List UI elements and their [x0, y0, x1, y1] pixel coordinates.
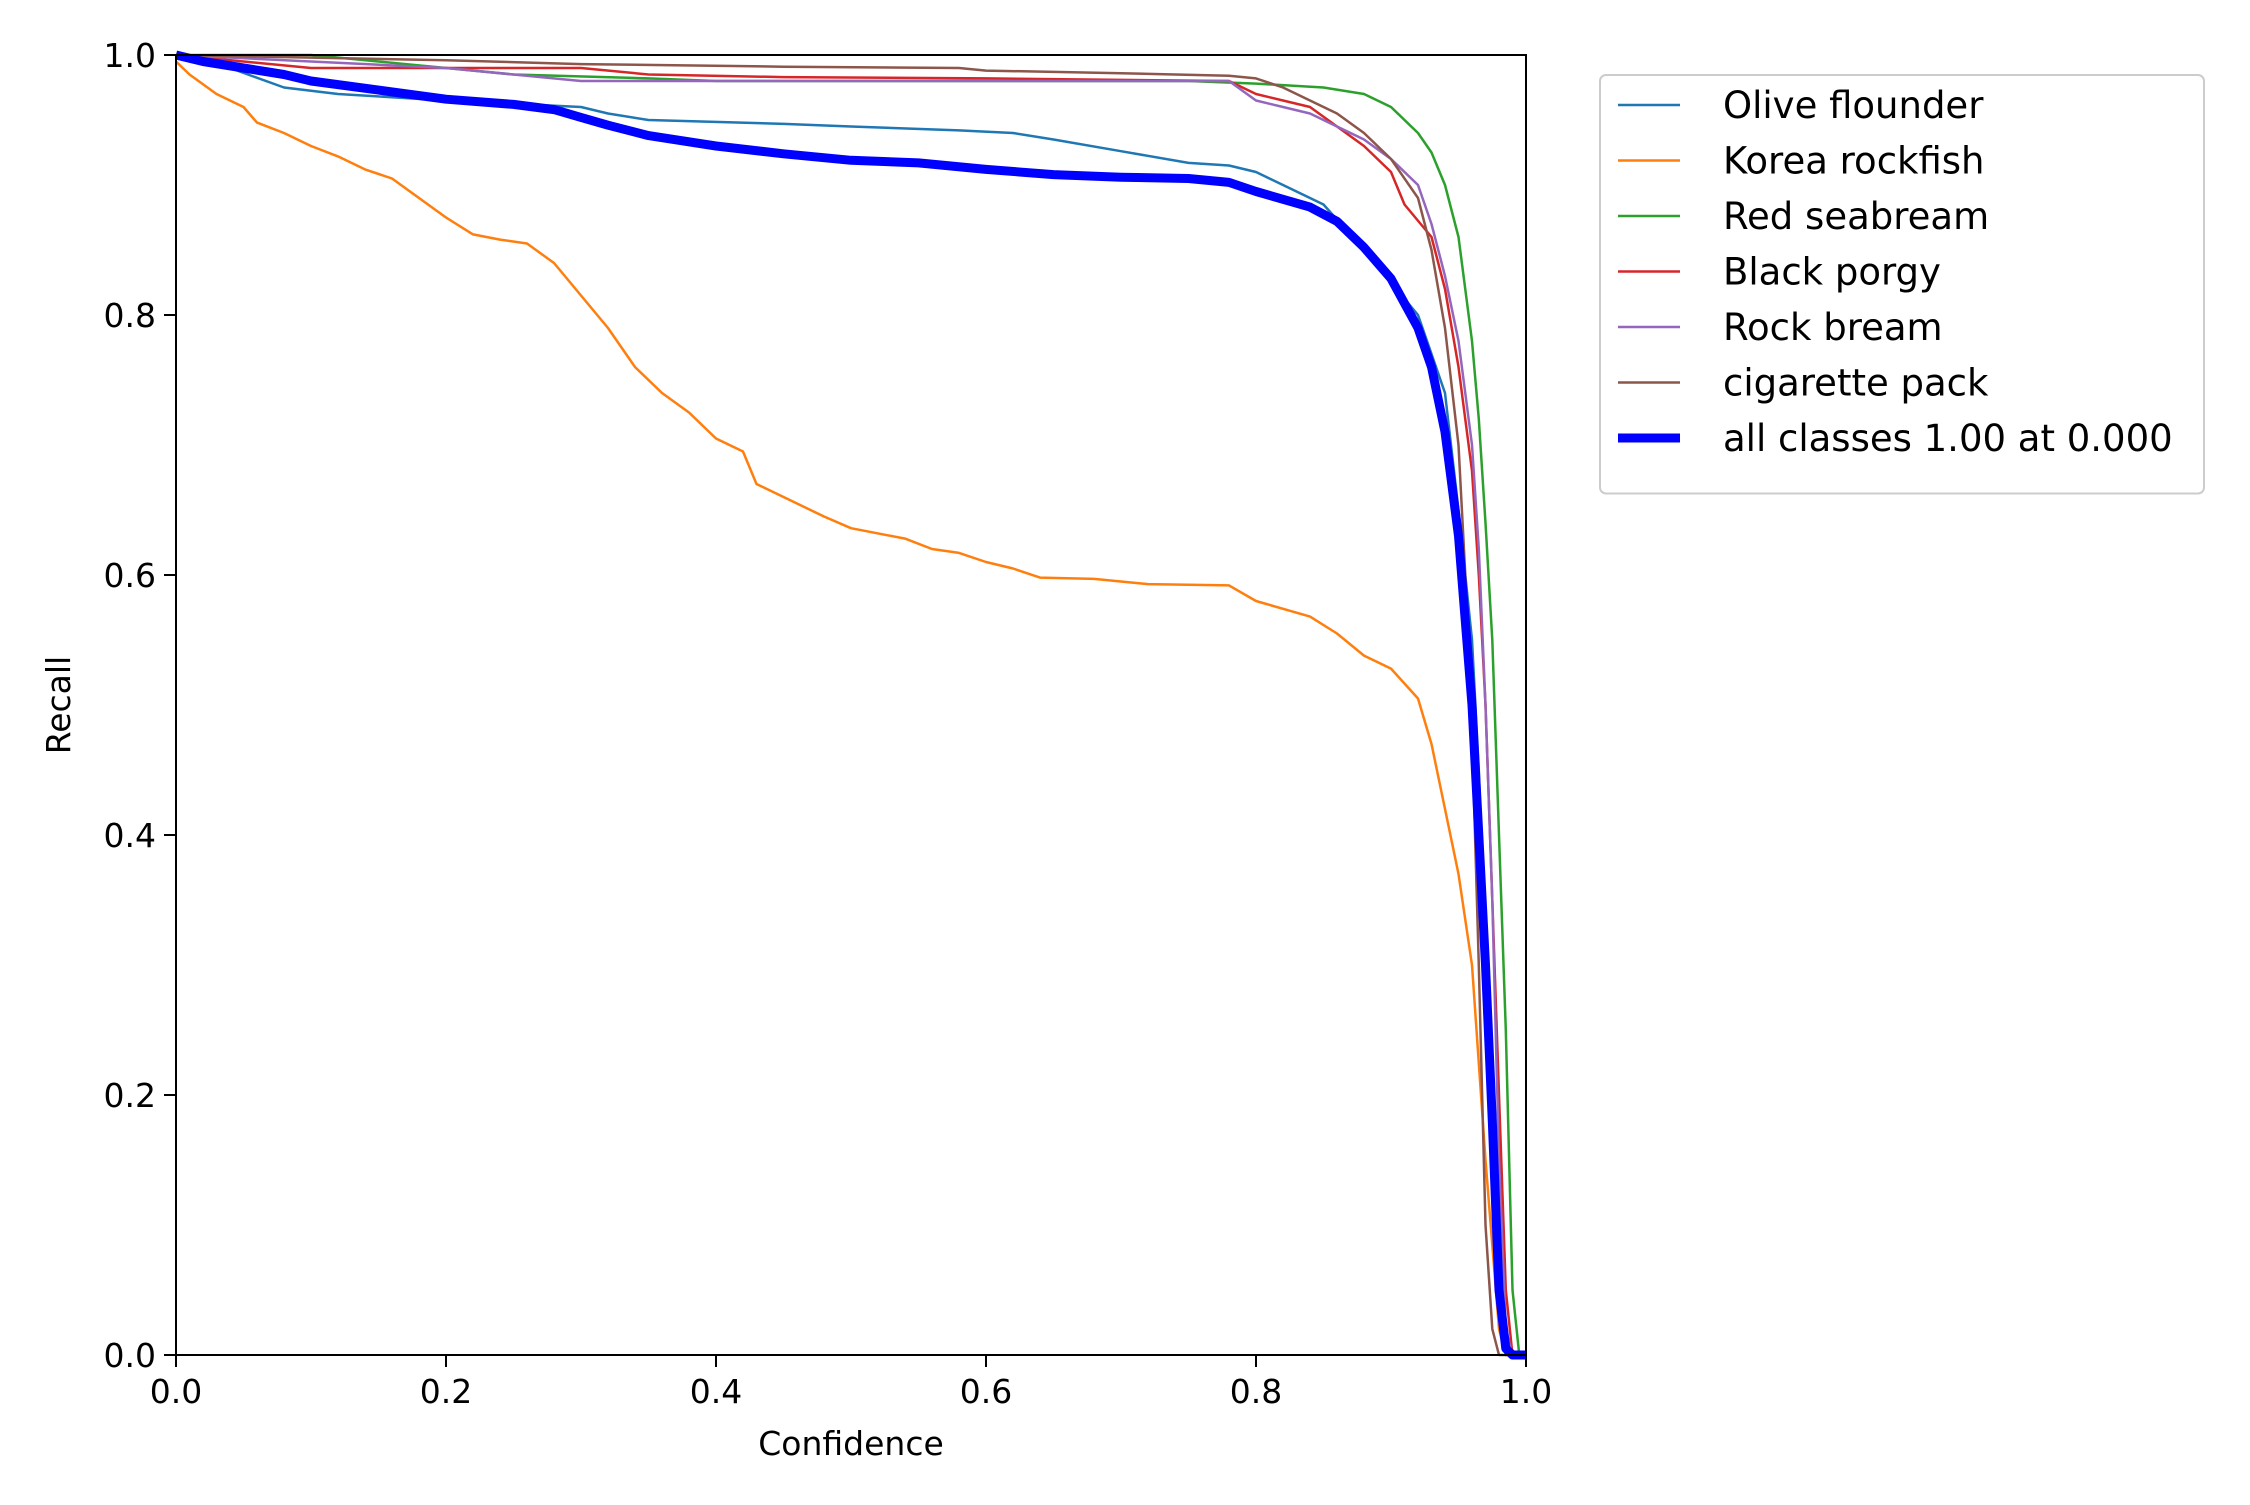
legend-label-2: Red seabream — [1723, 195, 1989, 238]
x-tick-label: 0.2 — [420, 1372, 472, 1411]
x-tick-label: 0.8 — [1230, 1372, 1282, 1411]
legend: Olive flounder Korea rockfish Red seabream… — [1599, 74, 2205, 495]
legend-label-6: all classes 1.00 at 0.000 — [1723, 417, 2173, 460]
series-line-6 — [174, 50, 1526, 1360]
series-layer — [174, 50, 1526, 1360]
y-tick-label: 1.0 — [104, 36, 156, 75]
legend-box — [1599, 74, 2205, 495]
y-axis-label: Recall — [39, 656, 78, 754]
legend-label-1: Korea rockfish — [1723, 140, 1985, 183]
x-tick-label: 0.6 — [960, 1372, 1012, 1411]
legend-label-5: cigarette pack — [1723, 362, 1989, 405]
series-line-5 — [175, 53, 1526, 1357]
y-tick-label: 0.0 — [104, 1336, 156, 1375]
series-line-2 — [176, 53, 1526, 1357]
series-line-1 — [175, 60, 1526, 1357]
x-tick-label: 1.0 — [1500, 1372, 1552, 1411]
x-axis-label: Confidence — [758, 1424, 944, 1463]
y-tick-label: 0.6 — [104, 556, 156, 595]
y-tick-label: 0.4 — [104, 816, 156, 855]
x-tick-label: 0.0 — [150, 1372, 202, 1411]
legend-label-3: Black porgy — [1723, 251, 1941, 294]
plot-frame — [175, 54, 1527, 1356]
x-tick-label: 0.4 — [690, 1372, 742, 1411]
series-line-4 — [175, 53, 1526, 1357]
legend-label-4: Rock bream — [1723, 306, 1943, 349]
legend-label-0: Olive flounder — [1723, 84, 1984, 127]
y-tick-label: 0.8 — [104, 296, 156, 335]
ticks-layer: 0.0 0.2 0.4 0.6 0.8 1.0 0.0 0.2 0.4 0.6 0.8 1.0 — [104, 36, 1553, 1411]
y-tick-label: 0.2 — [104, 1076, 156, 1115]
